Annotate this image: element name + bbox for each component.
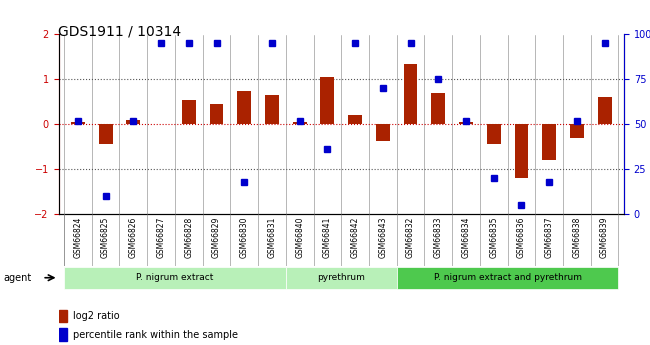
Bar [71,122,85,124]
Bar [237,90,251,124]
Text: GSM66828: GSM66828 [185,217,193,258]
Bar [209,104,224,124]
Bar [99,124,112,144]
Bar [404,63,417,124]
Text: GSM66834: GSM66834 [462,217,471,258]
Text: agent: agent [3,273,31,283]
Text: GSM66837: GSM66837 [545,217,554,258]
Bar [182,99,196,124]
Bar [126,120,140,124]
Text: GSM66840: GSM66840 [295,217,304,258]
Text: pyrethrum: pyrethrum [317,273,365,282]
Text: GSM66826: GSM66826 [129,217,138,258]
Text: GDS1911 / 10314: GDS1911 / 10314 [58,24,181,38]
Text: P. nigrum extract: P. nigrum extract [136,273,214,282]
Text: GSM66838: GSM66838 [573,217,581,258]
Bar [58,328,67,341]
Bar [376,124,390,141]
Text: GSM66829: GSM66829 [212,217,221,258]
Bar [542,124,556,160]
Text: log2 ratio: log2 ratio [73,311,119,321]
Bar [348,115,362,124]
Text: GSM66835: GSM66835 [489,217,498,258]
Bar [597,97,612,124]
Text: P. nigrum extract and pyrethrum: P. nigrum extract and pyrethrum [434,273,582,282]
Text: GSM66842: GSM66842 [350,217,359,258]
Bar [487,124,501,144]
Bar [515,124,528,178]
Bar [320,77,334,124]
Text: GSM66830: GSM66830 [240,217,249,258]
Bar [459,122,473,124]
FancyBboxPatch shape [286,267,396,288]
Text: GSM66824: GSM66824 [73,217,83,258]
Text: GSM66843: GSM66843 [378,217,387,258]
Bar [432,93,445,124]
Text: percentile rank within the sample: percentile rank within the sample [73,330,238,339]
FancyBboxPatch shape [396,267,618,288]
Text: GSM66832: GSM66832 [406,217,415,258]
Text: GSM66841: GSM66841 [323,217,332,258]
Text: GSM66831: GSM66831 [267,217,276,258]
FancyBboxPatch shape [64,267,286,288]
Bar [58,310,67,322]
Text: GSM66833: GSM66833 [434,217,443,258]
Bar [265,95,279,124]
Text: GSM66836: GSM66836 [517,217,526,258]
Text: GSM66825: GSM66825 [101,217,110,258]
Text: GSM66827: GSM66827 [157,217,166,258]
Bar [570,124,584,138]
Bar [292,122,307,124]
Text: GSM66839: GSM66839 [600,217,609,258]
